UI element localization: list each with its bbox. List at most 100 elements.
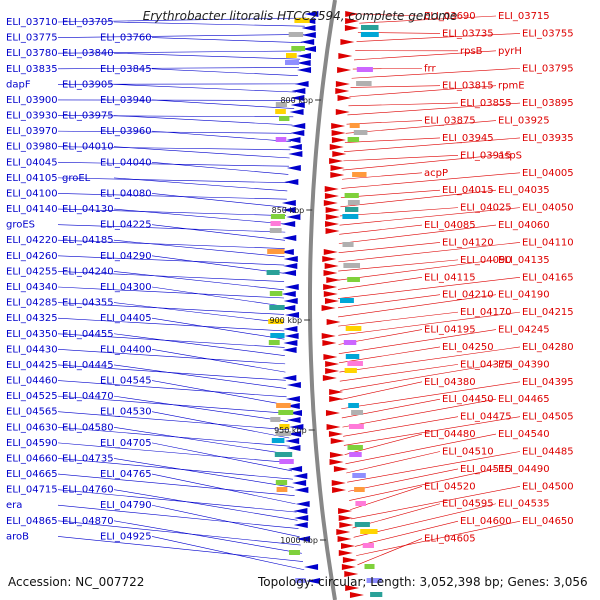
gene-label-right: ELI_04215	[522, 307, 574, 318]
gene-label-right: ELI_04165	[522, 272, 574, 283]
leader-line-right	[347, 102, 521, 116]
gene-label-left: dapF	[6, 79, 31, 90]
leader-line-left	[57, 50, 302, 54]
leader-line-right	[340, 381, 423, 400]
gene-label-left: ELI_04760	[62, 485, 114, 496]
gene-label-left: ELI_04220	[6, 235, 58, 246]
gene-label-left: ELI_04925	[100, 531, 152, 542]
forward-gene-arrow	[323, 249, 338, 255]
reverse-gene-arrow	[293, 473, 308, 479]
cog-color-block	[343, 263, 361, 268]
cog-color-block	[289, 550, 300, 555]
forward-gene-arrow	[336, 529, 351, 535]
gene-label-left: ELI_04185	[62, 235, 114, 246]
cog-color-block	[279, 424, 290, 429]
cog-color-block	[347, 445, 363, 450]
cog-color-block	[361, 25, 379, 30]
gene-label-left: ELI_04715	[6, 485, 58, 496]
leader-line-left	[151, 317, 285, 340]
leader-line-right	[338, 242, 441, 253]
leader-line-left	[57, 271, 285, 282]
reverse-gene-arrow	[297, 67, 312, 73]
cog-color-block	[275, 431, 292, 436]
leader-line-right	[359, 15, 497, 24]
cog-color-block	[354, 487, 365, 492]
forward-gene-arrow	[326, 319, 341, 325]
leader-line-left	[151, 536, 305, 571]
gene-label-left: ELI_04355	[62, 298, 114, 309]
gene-label-left: ELI_03760	[100, 33, 152, 44]
leader-line-right	[338, 294, 497, 318]
gene-label-left: ELI_04285	[6, 298, 58, 309]
reverse-gene-arrow	[288, 466, 303, 472]
leader-line-right	[339, 207, 521, 226]
cog-color-block	[355, 501, 366, 506]
leader-line-right	[338, 259, 497, 281]
gene-label-right: ELI_04060	[498, 220, 550, 231]
gene-label-left: ELI_04255	[6, 266, 58, 277]
forward-gene-arrow	[339, 522, 354, 528]
gene-label-right: ELI_04250	[442, 342, 494, 353]
gene-label-left: ELI_04630	[6, 422, 58, 433]
forward-gene-arrow	[329, 452, 344, 458]
leader-line-right	[339, 224, 423, 235]
gene-label-right: ELI_04135	[498, 255, 550, 266]
gene-label-left: ELI_04765	[100, 469, 152, 480]
leader-line-right	[354, 520, 459, 547]
leader-line-right	[349, 85, 497, 97]
scale-tick-label: 950 kbp	[274, 426, 307, 435]
leader-line-right	[345, 120, 497, 134]
leader-line-left	[57, 177, 288, 184]
leader-line-left	[151, 473, 296, 505]
reverse-gene-arrow	[302, 46, 317, 52]
forward-gene-arrow	[338, 508, 353, 514]
gene-label-right: ELI_04490	[498, 464, 550, 475]
cog-color-block	[294, 18, 310, 23]
leader-line-left	[113, 520, 302, 554]
leader-line-left	[151, 255, 285, 274]
cog-color-block	[345, 354, 360, 359]
gene-label-right: ELI_04535	[498, 499, 550, 510]
cog-color-block	[364, 564, 375, 569]
cog-color-block	[276, 487, 288, 492]
cog-color-block	[275, 102, 288, 107]
gene-label-left: ELI_04525	[6, 391, 58, 402]
gene-label-left: ELI_04460	[6, 376, 58, 387]
leader-line-left	[151, 411, 290, 439]
gene-label-left: ELI_04105	[6, 173, 58, 184]
leader-lines	[57, 13, 521, 571]
reverse-gene-arrow	[288, 151, 303, 157]
cog-color-block	[276, 403, 291, 408]
cog-color-block	[285, 60, 299, 65]
gene-label-left: ELI_04400	[100, 344, 152, 355]
gene-label-right: ELI_03755	[522, 28, 574, 39]
gene-label-left: ELI_04130	[62, 204, 114, 215]
cog-color-block	[342, 242, 354, 247]
gene-label-left: ELI_04870	[62, 516, 114, 527]
gene-label-left: ELI_04790	[100, 500, 152, 511]
forward-gene-arrow	[331, 137, 346, 143]
cog-color-block	[269, 305, 285, 310]
leader-line-right	[337, 294, 441, 309]
gene-label-right: ELI_03895	[522, 98, 574, 109]
reverse-gene-arrow	[282, 375, 297, 381]
gene-label-right: ELI_04195	[424, 325, 476, 336]
reverse-gene-arrow	[286, 417, 301, 423]
leader-line-left	[113, 208, 286, 225]
leader-line-left	[151, 286, 285, 307]
gene-label-right: ELI_03875	[424, 116, 476, 127]
leader-line-right	[347, 451, 521, 483]
scale-tick-label: 850 kbp	[272, 206, 305, 215]
reverse-gene-arrow	[293, 522, 308, 528]
reverse-gene-arrow	[283, 298, 298, 304]
leader-line-right	[344, 433, 423, 455]
scale-ticks: 800 kbp 850 kbp 900 kbp 950 kbp 1000 kbp	[270, 96, 326, 545]
gene-label-left: ELI_04080	[100, 188, 152, 199]
reverse-gene-arrow	[287, 144, 302, 150]
gene-label-right: ELI_04515	[460, 464, 512, 475]
gene-label-right: rpmE	[498, 81, 525, 92]
cog-color-block	[267, 249, 285, 254]
leader-line-left	[151, 442, 293, 472]
forward-gene-arrow	[323, 200, 338, 206]
forward-gene-arrow	[329, 158, 344, 164]
